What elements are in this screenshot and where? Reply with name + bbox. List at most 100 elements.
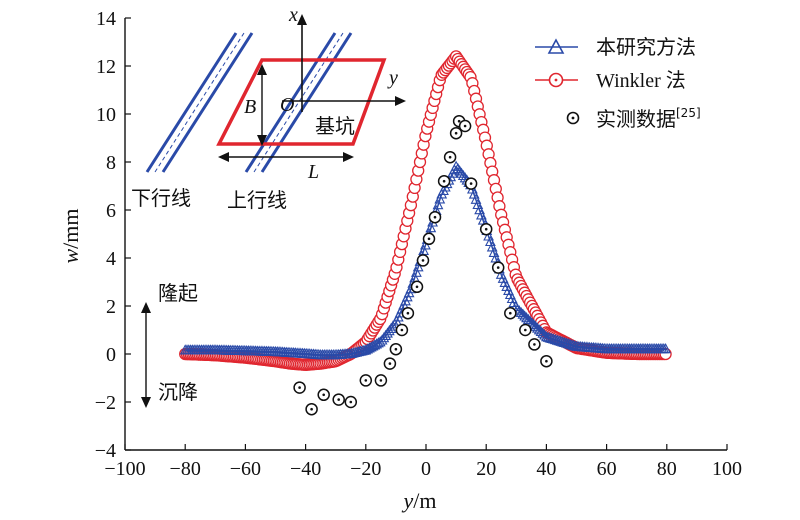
proposed-point bbox=[660, 343, 672, 354]
legend: 本研究方法 Winkler 法 实测数据[25] bbox=[535, 35, 701, 131]
proposed-point bbox=[526, 317, 538, 328]
legend-item-measured: 实测数据[25] bbox=[566, 106, 701, 131]
y-tick-label: 2 bbox=[106, 296, 116, 318]
x-tick-label: −40 bbox=[290, 458, 321, 480]
x-ticks: −100 −80 −60 −40 −20 0 20 40 60 80 100 bbox=[104, 444, 742, 480]
proposed-point bbox=[521, 312, 532, 323]
proposed-point bbox=[531, 322, 543, 333]
pit-label: 基坑 bbox=[315, 114, 355, 138]
y-tick-label: 6 bbox=[106, 200, 116, 222]
x-tick-label: −100 bbox=[104, 458, 145, 480]
proposed-point bbox=[533, 324, 545, 335]
proposed-point bbox=[512, 303, 523, 314]
x-tick-label: 40 bbox=[536, 458, 556, 480]
measured-point-center bbox=[349, 400, 353, 404]
proposed-point bbox=[432, 199, 444, 210]
proposed-point bbox=[410, 266, 422, 277]
proposed-point bbox=[537, 327, 549, 338]
legend-label-winkler: Winkler 法 bbox=[596, 69, 686, 92]
measured-point-center bbox=[394, 347, 398, 351]
x-tick-label: −80 bbox=[170, 458, 201, 480]
proposed-point bbox=[535, 325, 547, 337]
measured-point-center bbox=[448, 155, 452, 159]
y-tick-label: 12 bbox=[96, 56, 116, 78]
inset-length-label: L bbox=[307, 161, 319, 183]
proposed-point bbox=[412, 261, 424, 272]
measured-point-center bbox=[421, 259, 425, 262]
y-ticks: −4 −2 0 2 4 6 8 10 12 14 bbox=[95, 8, 131, 462]
x-tick-label: 80 bbox=[657, 458, 677, 480]
measured-point-center bbox=[484, 227, 488, 231]
length-arrow-right bbox=[343, 152, 354, 162]
width-arrow-bottom bbox=[257, 135, 267, 146]
measured-point-center bbox=[545, 359, 548, 363]
inset-width-label: B bbox=[244, 96, 256, 118]
inset-origin-label: O bbox=[280, 94, 294, 116]
inset-diagram: x y O B L 基坑 下行线 上行线 bbox=[131, 4, 406, 212]
measured-point-center bbox=[337, 398, 341, 401]
inset-x-arrowhead bbox=[297, 14, 307, 25]
proposed-point bbox=[434, 193, 446, 204]
heave-arrowhead bbox=[141, 302, 151, 313]
proposed-point bbox=[513, 305, 525, 316]
measured-point-center bbox=[496, 266, 500, 269]
x-tick-label: 20 bbox=[476, 458, 496, 480]
measured-point-center bbox=[379, 379, 383, 382]
heave-label: 隆起 bbox=[158, 281, 198, 305]
heave-settle-annotation: 隆起 沉降 bbox=[141, 281, 198, 408]
measured-point-center bbox=[406, 311, 410, 315]
proposed-point bbox=[369, 339, 381, 350]
measured-point-center bbox=[322, 393, 326, 397]
legend-reference: [25] bbox=[676, 106, 701, 120]
measured-point-center bbox=[433, 215, 437, 219]
measured-point-center bbox=[457, 119, 461, 123]
measured-point-center bbox=[298, 386, 301, 389]
legend-label-measured: 实测数据[25] bbox=[596, 106, 701, 131]
width-arrow-top bbox=[257, 64, 267, 75]
x-tick-label: −60 bbox=[230, 458, 261, 480]
up-line-track bbox=[244, 32, 353, 173]
measured-point-center bbox=[310, 407, 313, 411]
legend-label-proposed: 本研究方法 bbox=[596, 35, 696, 59]
proposed-series bbox=[179, 160, 672, 360]
measured-point-center bbox=[442, 179, 446, 183]
x-tick-label: 0 bbox=[421, 458, 431, 480]
measured-point-center bbox=[364, 379, 368, 382]
x-tick-label: 60 bbox=[597, 458, 617, 480]
y-tick-label: −2 bbox=[95, 392, 116, 414]
x-tick-label: −20 bbox=[350, 458, 381, 480]
inset-x-label: x bbox=[288, 4, 298, 26]
measured-point-center bbox=[388, 362, 392, 365]
proposed-point bbox=[522, 313, 534, 324]
settle-arrowhead bbox=[141, 397, 151, 408]
legend-triangle-marker bbox=[547, 38, 565, 54]
y-tick-label: 8 bbox=[106, 152, 116, 174]
measured-point-center bbox=[524, 328, 527, 332]
measured-point-center bbox=[533, 343, 536, 346]
measured-series bbox=[293, 114, 553, 416]
proposed-point bbox=[530, 320, 542, 331]
proposed-point bbox=[515, 306, 527, 318]
legend-item-proposed: 本研究方法 bbox=[535, 35, 696, 59]
up-line-label: 上行线 bbox=[227, 188, 287, 212]
pit-outline bbox=[216, 58, 387, 146]
y-tick-label: −4 bbox=[95, 440, 116, 462]
down-line-label: 下行线 bbox=[131, 186, 191, 210]
proposed-point bbox=[425, 222, 437, 233]
length-arrow-left bbox=[218, 152, 229, 162]
proposed-point bbox=[528, 318, 540, 330]
measured-point-center bbox=[469, 182, 473, 185]
x-tick-label: 100 bbox=[712, 458, 742, 480]
y-tick-label: 14 bbox=[96, 8, 116, 30]
measured-point-center bbox=[400, 328, 404, 332]
y-tick-label: 4 bbox=[106, 248, 116, 270]
legend-item-winkler: Winkler 法 bbox=[535, 69, 686, 92]
down-line-track bbox=[145, 32, 254, 173]
proposed-point bbox=[517, 308, 529, 319]
x-axis-title: y/m bbox=[402, 488, 437, 513]
inset-y-arrowhead bbox=[395, 96, 406, 106]
inset-y-label: y bbox=[387, 67, 398, 89]
y-tick-label: 10 bbox=[96, 104, 116, 126]
measured-point-center bbox=[427, 237, 431, 241]
